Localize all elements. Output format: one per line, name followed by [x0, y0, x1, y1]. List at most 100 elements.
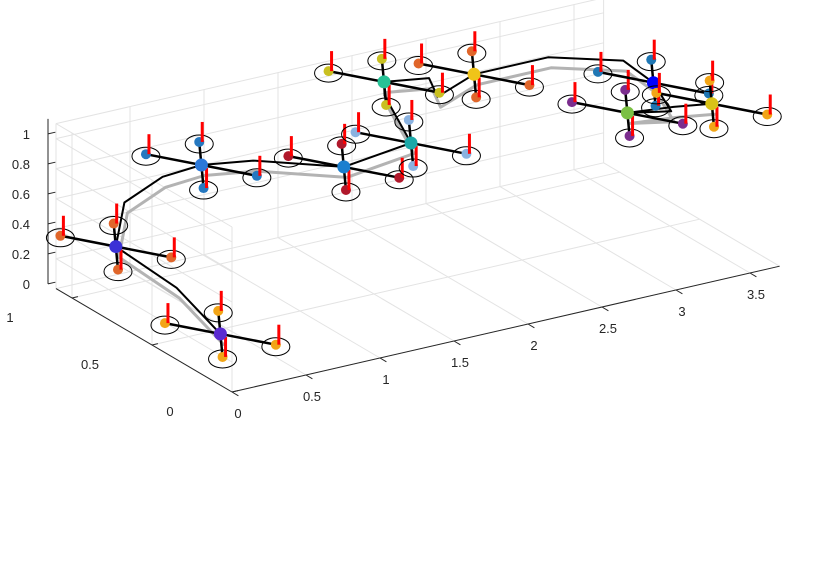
y-tick-label: 0	[166, 404, 173, 419]
z-tick	[47, 281, 56, 285]
quadrotor	[45, 203, 186, 282]
x-tick-label: 0	[234, 406, 241, 421]
grid-line	[151, 218, 700, 346]
z-tick	[47, 191, 56, 195]
x-tick	[527, 323, 535, 329]
rotor-disk	[184, 134, 214, 154]
rotor-disk	[394, 112, 424, 132]
quadrotor	[341, 99, 481, 178]
z-tick-label: 1	[23, 127, 30, 142]
z-tick	[47, 221, 56, 225]
quadrotor	[131, 121, 272, 200]
quadrotor-center	[337, 160, 351, 174]
quadrotor	[150, 290, 291, 369]
rotor-disk	[341, 124, 371, 144]
y-tick	[151, 343, 159, 346]
rotor-disk	[461, 89, 491, 109]
rotor-disk	[641, 98, 671, 118]
rotor-disk	[451, 146, 481, 166]
rotor-disk	[699, 119, 729, 139]
rotor-disk	[404, 56, 434, 75]
quadrotor-center	[213, 327, 227, 341]
rotor-disk	[668, 116, 698, 136]
x-tick	[601, 306, 609, 312]
x-tick	[379, 357, 387, 363]
rotor-disk	[314, 63, 344, 83]
rotor-disk	[103, 262, 133, 282]
vehicle-layer	[45, 31, 782, 369]
x-tick-label: 2.5	[599, 321, 617, 336]
rotor-disk	[156, 249, 186, 269]
tick-label-layer: 0 0.5 1 1.5 2 2.5 3 3.5 0 0.5 1 0 0.2 0.4 0.6 0.8 1	[6, 127, 765, 421]
grid-line	[573, 169, 751, 274]
quadrotor-center	[109, 240, 123, 254]
grid-line	[351, 220, 529, 325]
axis-layer	[47, 118, 780, 397]
y-axis-line	[55, 288, 233, 393]
rotor-disk	[557, 94, 587, 114]
rotor-disk	[424, 85, 454, 105]
rotor-disk	[457, 43, 487, 63]
rotor-disk	[641, 85, 671, 105]
x-tick-label: 0.5	[303, 389, 321, 404]
quadrotor	[557, 69, 698, 148]
grid-line	[71, 171, 620, 299]
rotor-disk	[99, 216, 129, 236]
grid-line	[55, 198, 233, 303]
z-tick	[47, 131, 56, 135]
x-tick-label: 3.5	[747, 287, 765, 302]
grid-line	[55, 72, 604, 200]
rotor-disk	[261, 337, 291, 357]
z-tick	[47, 251, 56, 255]
rotor-disk	[45, 228, 75, 248]
grid-line	[55, 42, 604, 170]
box-edge	[603, 162, 780, 267]
z-tick-label: 0.4	[12, 217, 30, 232]
y-tick	[231, 390, 239, 393]
x-axis-line	[231, 265, 780, 393]
rotor-disk	[131, 146, 161, 166]
x-tick-label: 3	[678, 304, 685, 319]
rotor-disk	[242, 168, 272, 188]
rotor-disk	[367, 51, 397, 71]
z-tick	[47, 161, 56, 165]
z-tick-label: 0.6	[12, 187, 30, 202]
x-tick	[231, 391, 239, 397]
grid-layer	[55, 0, 780, 393]
z-tick-label: 0.2	[12, 247, 30, 262]
grid-line	[55, 132, 604, 260]
z-tick-label: 0	[23, 277, 30, 292]
rotor-disk	[208, 349, 238, 369]
y-tick-label: 0.5	[81, 357, 99, 372]
rotor-disk	[273, 148, 303, 168]
rotor-disk	[331, 182, 361, 202]
quadrotor-center	[404, 136, 418, 150]
y-tick	[71, 296, 79, 299]
y-tick-label: 1	[6, 310, 13, 325]
grid-line	[499, 186, 677, 291]
rotor-disk	[371, 97, 401, 117]
grid-line	[55, 168, 233, 273]
z-tick-label: 0.8	[12, 157, 30, 172]
quadrotor-center	[620, 106, 634, 120]
box-edge	[55, 0, 597, 125]
quadrotor	[273, 123, 414, 202]
rotor-disk	[398, 158, 428, 178]
box-edge	[55, 123, 233, 228]
x-tick-label: 1	[382, 372, 389, 387]
grid-line	[425, 203, 603, 308]
grid-line	[203, 254, 381, 359]
quadrotor-center	[705, 97, 719, 111]
rotor-disk	[583, 64, 613, 84]
quadrotor-center	[377, 75, 391, 89]
rotor-disk	[752, 107, 782, 126]
quadrotor-center	[194, 158, 208, 172]
x-tick	[675, 289, 683, 295]
x-tick	[305, 374, 313, 380]
x-tick	[749, 272, 757, 278]
grid-line	[277, 237, 455, 342]
rotor-disk	[695, 73, 725, 93]
grid-line	[55, 258, 233, 363]
